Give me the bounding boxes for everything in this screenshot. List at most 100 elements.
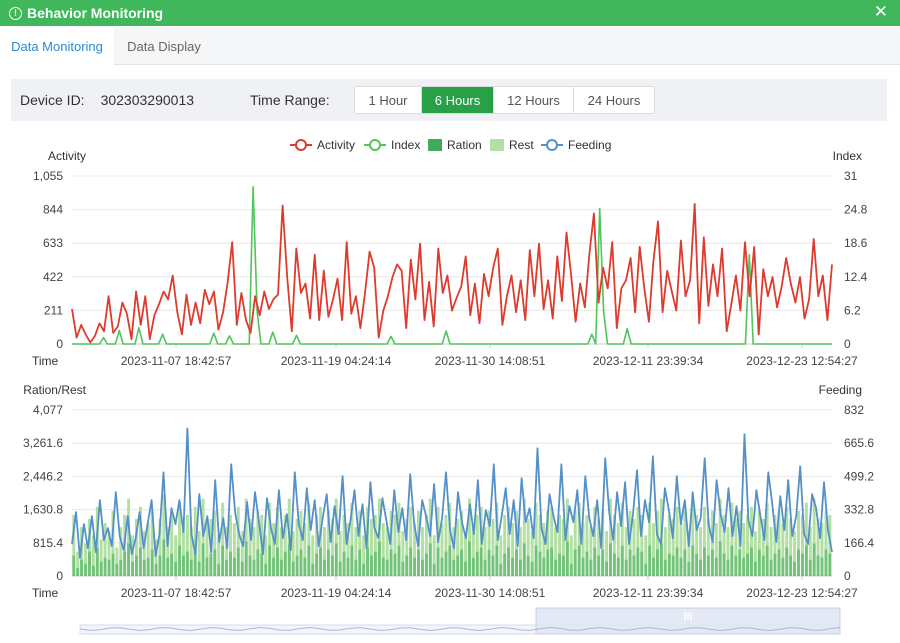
rest-bar <box>213 510 217 576</box>
rest-bar <box>311 535 315 576</box>
range-1-hour-button[interactable]: 1 Hour <box>355 87 422 113</box>
range-24-hours-button[interactable]: 24 Hours <box>587 92 641 108</box>
ration-bar <box>264 563 268 576</box>
activity-chart-x-tick-label: 2023-11-19 04:24:14 <box>281 354 392 368</box>
ration-bar <box>225 559 229 576</box>
rest-bar <box>401 531 405 576</box>
ration-bar <box>585 551 589 576</box>
rest-bar <box>750 506 753 576</box>
rest-bar <box>753 531 757 576</box>
activity-chart-y2-axis-title: Index <box>833 149 862 163</box>
rest-bar <box>138 506 142 576</box>
activity-chart-y2-tick-label: 6.2 <box>844 303 861 317</box>
ration-bar <box>103 557 107 576</box>
rest-bar <box>452 527 456 576</box>
ration-bar <box>299 549 303 576</box>
zoom-selected-window[interactable] <box>535 607 841 635</box>
close-icon[interactable]: ✕ <box>873 2 888 21</box>
range-12-hours-button[interactable]: 12 Hours <box>494 87 574 113</box>
ration-bar <box>620 545 624 576</box>
rest-bar <box>150 510 154 576</box>
rest-bar <box>326 510 330 576</box>
alert-icon: ! <box>9 6 22 20</box>
rest-bar <box>229 514 232 576</box>
rest-bar <box>127 498 131 576</box>
ration-chart-y-tick-label: 2,446.2 <box>23 469 63 483</box>
ration-bar <box>342 551 346 576</box>
ration-bar <box>303 557 307 576</box>
rest-bar <box>370 519 373 576</box>
ration-bar <box>268 545 272 576</box>
rest-bar <box>820 523 824 576</box>
rest-bar <box>824 510 828 576</box>
rest-bar <box>687 531 691 576</box>
rest-bar <box>315 514 319 576</box>
ration-bar <box>495 545 499 576</box>
rest-bar <box>252 527 256 576</box>
rest-bar <box>605 531 609 576</box>
ration-bar <box>695 553 699 576</box>
ration-bar <box>577 545 581 576</box>
rest-bar <box>413 523 417 576</box>
tab-data-display[interactable]: Data Display <box>127 38 201 54</box>
ration-bar <box>644 563 648 576</box>
rest-bar <box>381 523 385 576</box>
ration-bar <box>597 555 601 576</box>
ration-bar <box>632 555 636 576</box>
rest-bar <box>757 510 761 576</box>
ration-bar <box>283 551 287 576</box>
ration-bar <box>726 559 730 576</box>
rest-bar <box>761 519 765 576</box>
ration-bar <box>80 559 84 576</box>
ration-bar <box>550 547 554 576</box>
legend-ration-label: Ration <box>447 138 482 152</box>
rest-bar <box>624 527 628 576</box>
window-title-bar: ! Behavior Monitoring ✕ <box>0 0 900 26</box>
ration-bar <box>95 547 99 576</box>
data-zoom-slider: III <box>79 607 841 635</box>
ration-bar <box>346 557 350 576</box>
ration-bar <box>217 563 221 576</box>
rest-bar <box>812 498 816 576</box>
filter-bar: Device ID: 302303290013 Time Range: 1 Ho… <box>11 79 887 121</box>
ration-chart-y-tick-label: 1,630.8 <box>23 503 63 517</box>
ration-bar <box>354 559 358 576</box>
rest-bar <box>205 523 209 576</box>
activity-chart-y-axis-title: Activity <box>48 149 86 163</box>
ration-bar <box>127 543 131 576</box>
rest-bar <box>197 531 201 576</box>
activity-index-chart: 0 0 211 6.2 422 12.4 633 18.6 844 24.8 1,055 31 Acti… <box>32 149 868 368</box>
rest-bar <box>323 527 326 576</box>
ration-bar <box>522 543 526 576</box>
ration-bar <box>714 557 718 576</box>
ration-bar <box>362 563 366 576</box>
ration-bar <box>240 561 244 576</box>
ration-bar <box>256 549 260 576</box>
range-6-hours-button[interactable]: 6 Hours <box>422 87 494 113</box>
rest-bar <box>373 514 377 576</box>
ration-bar <box>252 559 256 576</box>
ration-bar <box>518 559 522 576</box>
ration-bar <box>562 555 565 576</box>
rest-bar <box>828 514 832 576</box>
ration-bar <box>201 543 205 576</box>
ration-rest-feeding-chart: 0 0 815.4 166.4 1,630.8 332.8 2,446.2 499.2 3,26… <box>23 383 874 600</box>
ration-bar <box>88 551 91 576</box>
rest-bar <box>174 535 178 576</box>
rest-bar <box>550 506 554 576</box>
rest-bar <box>695 514 699 576</box>
ration-chart-x-tick-label: 2023-11-19 04:24:14 <box>281 586 392 600</box>
rest-bar <box>573 510 577 576</box>
ration-bar <box>146 557 150 576</box>
rest-bar <box>264 535 268 576</box>
rest-bar <box>330 519 334 576</box>
ration-bar <box>824 549 828 576</box>
tab-data-monitoring[interactable]: Data Monitoring <box>0 27 114 65</box>
ration-chart-y-tick-label: 3,261.6 <box>23 436 63 450</box>
ration-bar <box>307 545 311 576</box>
ration-chart-y2-tick-label: 0 <box>844 569 851 583</box>
rest-bar <box>597 519 601 576</box>
ration-chart-y2-tick-label: 166.4 <box>844 536 874 550</box>
rest-bar <box>746 514 750 576</box>
rest-bar <box>354 527 358 576</box>
